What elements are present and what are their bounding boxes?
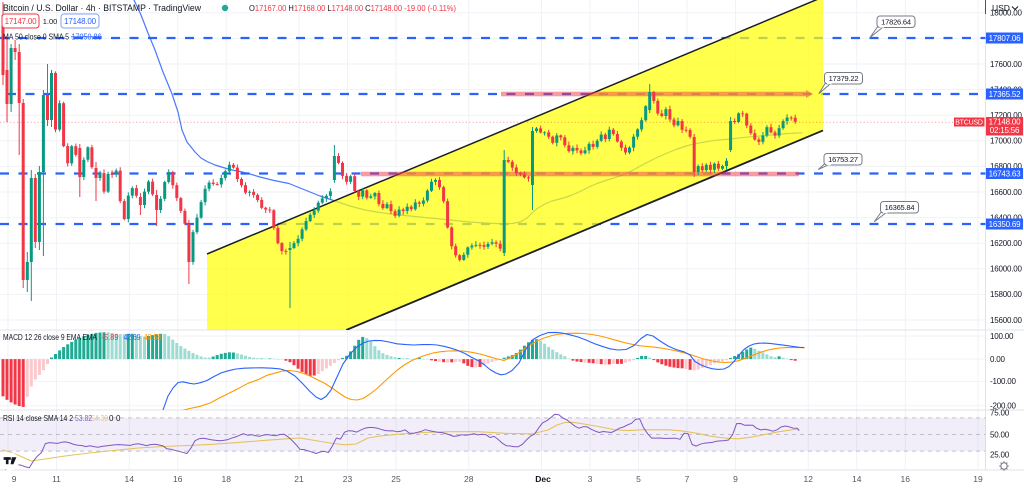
svg-text:0.00: 0.00 bbox=[990, 355, 1006, 364]
svg-text:16400.00: 16400.00 bbox=[990, 213, 1023, 222]
svg-text:16743.63: 16743.63 bbox=[989, 169, 1022, 178]
svg-text:14: 14 bbox=[125, 474, 135, 484]
svg-text:O17167.00 H17168.00 L17148.00: O17167.00 H17168.00 L17148.00 C17148.00 … bbox=[249, 4, 456, 13]
svg-text:Bitcoin / U.S. Dollar · 4h · B: Bitcoin / U.S. Dollar · 4h · BITSTAMP · … bbox=[3, 3, 201, 13]
svg-text:16200.00: 16200.00 bbox=[990, 239, 1023, 248]
svg-text:16600.00: 16600.00 bbox=[990, 188, 1023, 197]
svg-text:42.69: 42.69 bbox=[124, 333, 141, 342]
svg-text:16753.27: 16753.27 bbox=[828, 155, 858, 164]
svg-text:54.30: 54.30 bbox=[91, 414, 108, 423]
svg-text:02:15:56: 02:15:56 bbox=[990, 126, 1020, 135]
svg-text:12: 12 bbox=[804, 474, 814, 484]
svg-text:MACD 12 26 close 9 EMA EMA: MACD 12 26 close 9 EMA EMA bbox=[3, 333, 98, 342]
svg-text:16350.69: 16350.69 bbox=[989, 220, 1022, 229]
svg-text:17148.00: 17148.00 bbox=[64, 17, 97, 26]
svg-text:48.58: 48.58 bbox=[144, 333, 161, 342]
svg-text:18000.00: 18000.00 bbox=[990, 9, 1023, 18]
svg-text:25: 25 bbox=[391, 474, 401, 484]
svg-text:0: 0 bbox=[109, 414, 114, 423]
svg-text:-200.00: -200.00 bbox=[990, 402, 1016, 411]
svg-text:BTCUSD: BTCUSD bbox=[955, 119, 983, 126]
svg-text:17365.52: 17365.52 bbox=[989, 90, 1022, 99]
svg-text:53.82: 53.82 bbox=[75, 414, 92, 423]
svg-text:-100.00: -100.00 bbox=[990, 377, 1016, 386]
svg-text:9: 9 bbox=[12, 474, 17, 484]
svg-text:50.00: 50.00 bbox=[990, 431, 1010, 440]
svg-text:17807.06: 17807.06 bbox=[989, 34, 1022, 43]
svg-text:16: 16 bbox=[901, 474, 911, 484]
svg-text:25.00: 25.00 bbox=[990, 451, 1010, 460]
svg-text:17200.00: 17200.00 bbox=[990, 111, 1023, 120]
svg-text:17147.00: 17147.00 bbox=[5, 17, 38, 26]
svg-text:15600.00: 15600.00 bbox=[990, 316, 1023, 325]
svg-text:17148.00: 17148.00 bbox=[989, 118, 1022, 127]
svg-text:16: 16 bbox=[173, 474, 183, 484]
svg-text:11: 11 bbox=[52, 474, 61, 484]
svg-text:16800.00: 16800.00 bbox=[990, 162, 1023, 171]
svg-text:7: 7 bbox=[685, 474, 690, 484]
svg-text:USD: USD bbox=[992, 3, 1010, 13]
svg-text:RSI 14 close SMA 14 2: RSI 14 close SMA 14 2 bbox=[3, 414, 73, 423]
svg-text:3: 3 bbox=[588, 474, 593, 484]
svg-text:100.00: 100.00 bbox=[990, 332, 1014, 341]
svg-text:0: 0 bbox=[116, 414, 121, 423]
svg-text:18: 18 bbox=[222, 474, 232, 484]
svg-text:21: 21 bbox=[294, 474, 304, 484]
svg-text:17600.00: 17600.00 bbox=[990, 60, 1023, 69]
svg-text:17000.00: 17000.00 bbox=[990, 137, 1023, 146]
svg-text:16365.84: 16365.84 bbox=[885, 203, 915, 212]
svg-text:1.00: 1.00 bbox=[43, 17, 58, 26]
svg-text:5: 5 bbox=[636, 474, 641, 484]
svg-text:23: 23 bbox=[343, 474, 353, 484]
svg-text:17379.22: 17379.22 bbox=[829, 74, 859, 83]
svg-text:15800.00: 15800.00 bbox=[990, 290, 1023, 299]
svg-text:75.00: 75.00 bbox=[990, 408, 1010, 417]
svg-text:14: 14 bbox=[852, 474, 862, 484]
svg-text:16000.00: 16000.00 bbox=[990, 265, 1023, 274]
svg-text:Dec: Dec bbox=[535, 474, 551, 484]
svg-text:9: 9 bbox=[733, 474, 738, 484]
svg-text:MA 50 close 0 SMA 5: MA 50 close 0 SMA 5 bbox=[3, 33, 69, 42]
svg-text:-5.89: -5.89 bbox=[102, 333, 120, 342]
svg-text:19: 19 bbox=[973, 474, 983, 484]
svg-text:28: 28 bbox=[464, 474, 474, 484]
svg-text:17826.64: 17826.64 bbox=[881, 17, 911, 26]
